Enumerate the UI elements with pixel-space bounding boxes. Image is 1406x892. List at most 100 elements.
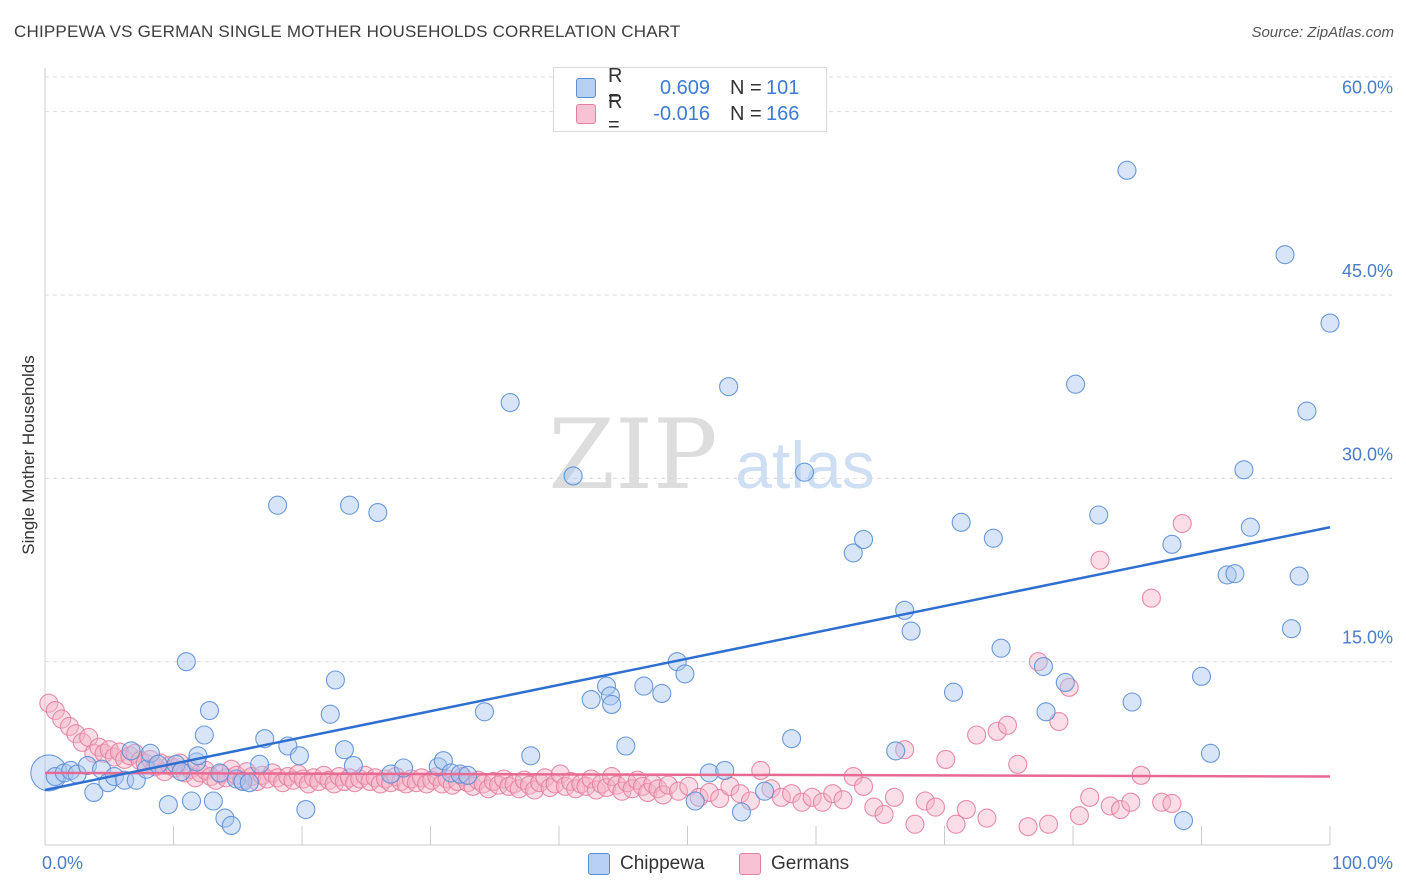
legend-row-germans: R = -0.016 N = 166: [576, 91, 800, 136]
chippewa-point: [221, 815, 241, 835]
chippewa-point: [433, 751, 453, 771]
chippewa-point: [1089, 505, 1109, 525]
chippewa-point: [521, 746, 541, 766]
watermark-zip: ZIP: [548, 399, 717, 511]
germans-trend-line: [44, 771, 1331, 778]
r-label: R =: [608, 91, 623, 136]
chippewa-point: [289, 746, 309, 766]
x-tick-label-min: 0.0%: [42, 853, 83, 873]
german-point: [52, 709, 72, 729]
german-point: [283, 770, 303, 790]
german-point: [1090, 550, 1110, 570]
grid-layer: [45, 76, 1392, 663]
n-label: N =: [730, 76, 762, 99]
chippewa-point: [1117, 160, 1137, 180]
german-point: [84, 743, 104, 763]
chippewa-point: [158, 795, 178, 815]
chippewa-point: [296, 800, 316, 820]
german-point: [874, 804, 894, 824]
chippewa-point: [121, 741, 141, 761]
chippewa-point: [1173, 811, 1194, 831]
chippewa-point: [563, 466, 583, 486]
legend-row-chippewa: R = 0.609 N = 101: [576, 65, 800, 110]
x-tick-label-max: 100.0%: [1332, 853, 1393, 873]
chippewa-point: [1036, 702, 1056, 722]
chippewa-point: [1289, 566, 1309, 586]
chippewa-point: [1200, 743, 1221, 763]
german-point: [997, 715, 1018, 735]
chippewa-point: [675, 664, 695, 684]
chippewa-point: [1320, 313, 1340, 333]
chippewa-point: [991, 638, 1011, 658]
chippewa-point: [596, 676, 617, 696]
chippewa-point: [176, 652, 196, 672]
german-point: [915, 791, 935, 811]
chippewa-point: [339, 495, 360, 515]
legend-item-germans: Germans: [739, 852, 849, 876]
german-point: [864, 797, 884, 817]
chippewa-point: [1275, 245, 1295, 265]
german-point: [334, 771, 354, 791]
chippewa-point: [325, 670, 345, 690]
chippewa-point: [616, 736, 636, 756]
chippewa-point: [1162, 534, 1182, 554]
german-point: [94, 743, 114, 763]
n-value: 101: [766, 76, 800, 99]
chippewa-swatch: [588, 853, 610, 875]
german-point: [1008, 754, 1028, 774]
chippewa-point: [794, 462, 814, 482]
chippewa-point: [474, 702, 495, 722]
german-point: [853, 776, 874, 796]
y-tick-label: 30.0%: [1342, 444, 1393, 464]
german-point: [689, 787, 709, 807]
chippewa-point: [1122, 692, 1142, 712]
chippewa-point: [140, 743, 160, 763]
chippewa-point: [171, 762, 191, 782]
german-point: [1080, 787, 1100, 807]
chippewa-point: [581, 690, 601, 710]
n-label: N =: [730, 102, 762, 125]
legend-item-chippewa: Chippewa: [588, 852, 705, 876]
chippewa-point: [320, 704, 340, 724]
german-point: [833, 790, 853, 810]
german-point: [823, 784, 843, 804]
chippewa-point: [943, 682, 964, 702]
chippewa-point: [1191, 666, 1212, 686]
german-point: [648, 779, 668, 799]
chart-title: CHIPPEWA VS GERMAN SINGLE MOTHER HOUSEHO…: [14, 22, 681, 41]
germans-swatch: [739, 853, 761, 875]
legend-label-germans: Germans: [771, 853, 850, 874]
german-point: [1162, 793, 1182, 813]
chippewa-point: [755, 781, 775, 801]
german-point: [1100, 796, 1120, 816]
chippewa-point: [181, 791, 202, 811]
german-point: [1152, 792, 1172, 812]
chippewa-point: [901, 621, 921, 641]
y-tick-label: 45.0%: [1342, 261, 1393, 281]
n-value: 166: [766, 102, 800, 125]
chippewa-point: [343, 756, 363, 776]
chippewa-point: [699, 763, 719, 783]
legend-label-chippewa: Chippewa: [620, 853, 705, 874]
chippewa-point: [1055, 672, 1075, 692]
watermark-atlas: atlas: [735, 428, 874, 502]
chippewa-point: [368, 503, 388, 523]
german-point: [489, 775, 509, 795]
german-point: [905, 814, 925, 834]
german-point: [925, 797, 946, 817]
chippewa-swatch: [576, 78, 596, 98]
chippewa-point: [1033, 657, 1053, 677]
trend-layer: [44, 525, 1331, 792]
tick-label-layer: 15.0% 30.0% 45.0% 60.0% 0.0% 100.0%: [42, 78, 1393, 873]
chippewa-point: [853, 529, 874, 549]
chippewa-point: [731, 802, 752, 822]
german-point: [802, 787, 822, 807]
chippewa-point: [782, 729, 802, 749]
correlation-legend: R = 0.609 N = 101 R = -0.016 N = 166: [553, 65, 827, 136]
chippewa-point: [1234, 460, 1254, 480]
chippewa-trend-line: [44, 525, 1331, 792]
german-point: [668, 781, 689, 801]
chippewa-point: [215, 808, 235, 828]
axis-layer: [44, 68, 1331, 846]
